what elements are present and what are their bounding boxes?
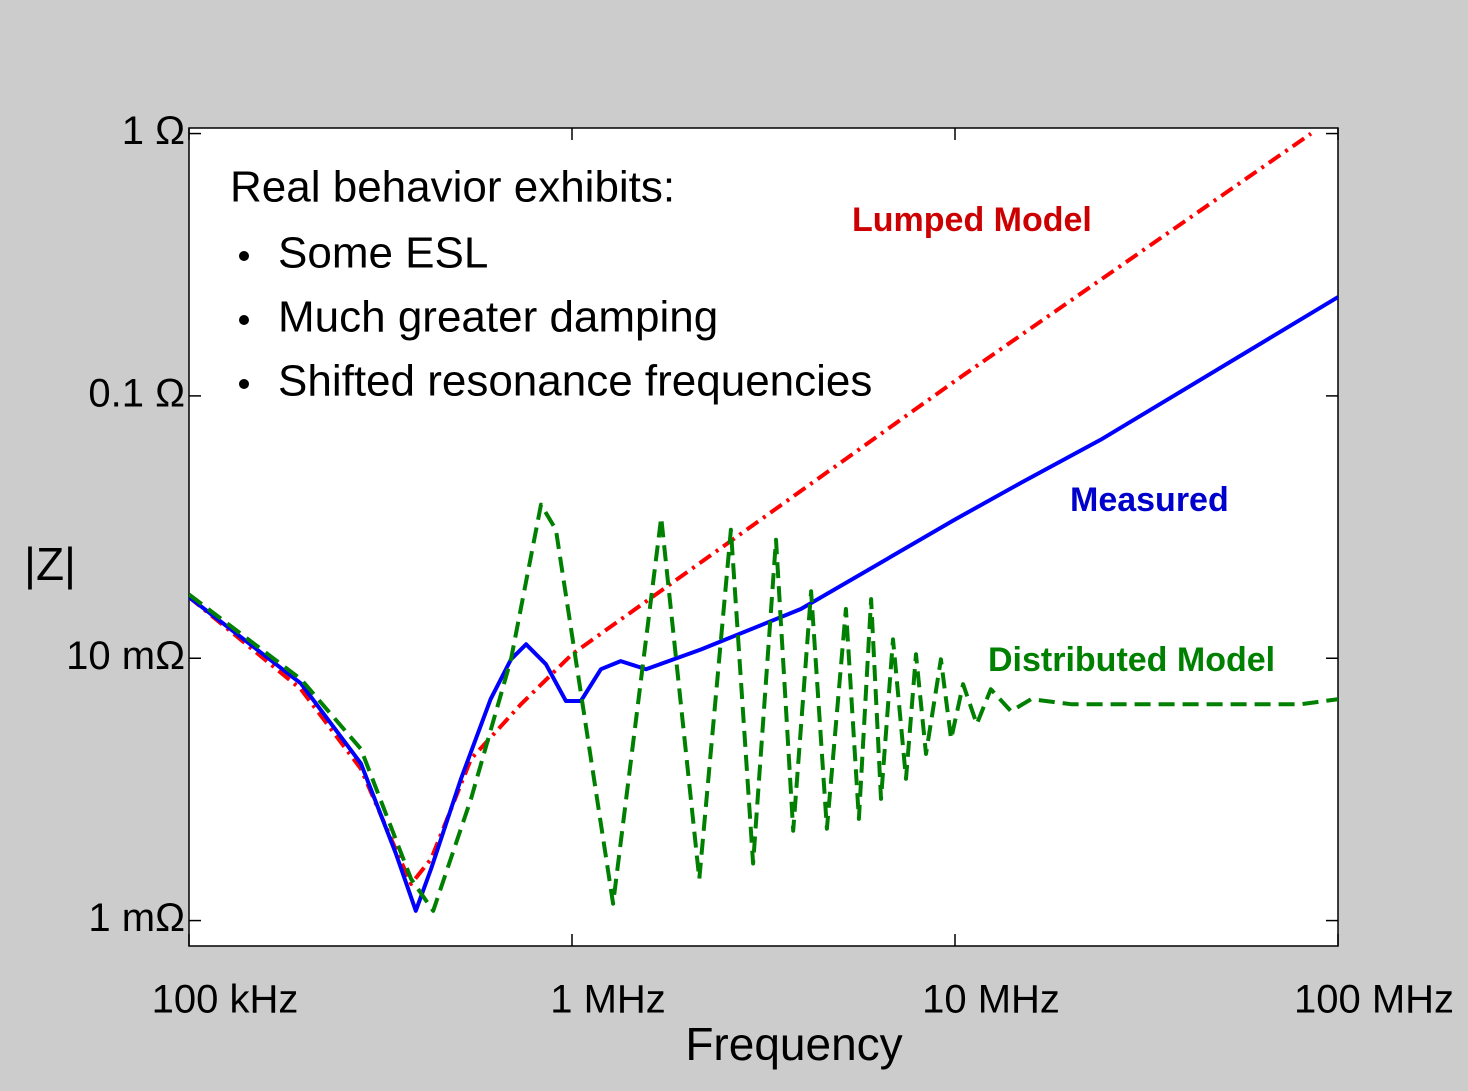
y-tick-label: 1 Ω [122,109,185,153]
x-tick-label: 1 MHz [550,978,666,1022]
x-tick-label: 100 kHz [152,978,299,1022]
series-group [189,131,1338,913]
x-tick-label: 100 MHz [1294,978,1454,1022]
annotation-item: Some ESL [278,229,488,278]
annotation-heading: Real behavior exhibits: [230,163,675,212]
y-tick-label: 0.1 Ω [88,371,185,415]
series-label: Lumped Model [852,201,1092,239]
x-tick-label: 10 MHz [922,978,1060,1022]
x-axis-label: Frequency [685,1018,902,1070]
bullet [239,315,249,325]
annotation-item: Much greater damping [278,293,718,342]
series-line [189,295,1338,913]
series-line [189,131,1313,886]
y-tick-label: 1 mΩ [88,896,185,940]
series-label: Distributed Model [988,641,1275,679]
y-tick-label: 10 mΩ [66,634,185,678]
y-axis-label: |Z| [24,538,76,590]
annotation-item: Shifted resonance frequencies [278,357,872,406]
bullet [239,379,249,389]
series-label: Measured [1070,481,1229,519]
bullet [239,251,249,261]
series-line [189,502,1338,913]
